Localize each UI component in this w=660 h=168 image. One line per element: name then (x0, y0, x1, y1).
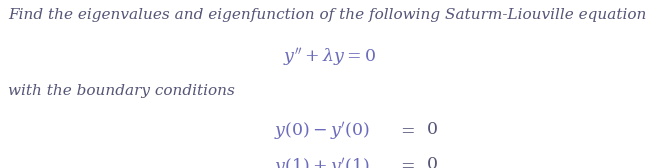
Text: $=$: $=$ (397, 121, 415, 138)
Text: $y(1) + y^{\prime}(1)$: $y(1) + y^{\prime}(1)$ (274, 156, 370, 168)
Text: $y(0) - y^{\prime}(0)$: $y(0) - y^{\prime}(0)$ (274, 121, 370, 143)
Text: with the boundary conditions: with the boundary conditions (8, 84, 235, 98)
Text: $0$: $0$ (426, 156, 438, 168)
Text: Find the eigenvalues and eigenfunction of the following Saturm-Liouville equatio: Find the eigenvalues and eigenfunction o… (8, 8, 646, 22)
Text: $=$: $=$ (397, 156, 415, 168)
Text: $y^{\prime\prime} + \lambda y = 0$: $y^{\prime\prime} + \lambda y = 0$ (283, 47, 377, 69)
Text: $0$: $0$ (426, 121, 438, 138)
